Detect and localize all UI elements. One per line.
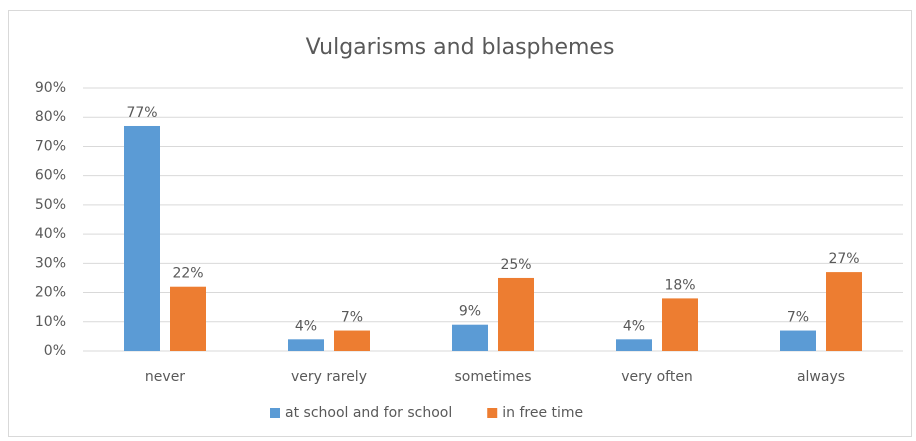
y-tick-label: 20% xyxy=(35,285,66,301)
y-tick-label: 30% xyxy=(35,255,66,271)
bar xyxy=(452,324,488,351)
data-label: 27% xyxy=(828,251,859,267)
data-label: 77% xyxy=(126,105,157,121)
bar xyxy=(498,277,534,351)
data-label: 25% xyxy=(500,257,531,273)
bar xyxy=(170,286,206,351)
y-tick-label: 40% xyxy=(35,226,66,242)
legend-label: at school and for school xyxy=(285,405,452,421)
data-label: 18% xyxy=(664,277,695,293)
legend-swatch xyxy=(270,408,280,418)
x-tick-label: always xyxy=(797,369,845,385)
data-label: 4% xyxy=(623,318,645,334)
data-label: 7% xyxy=(787,310,809,326)
x-tick-label: very often xyxy=(621,369,693,385)
bar xyxy=(662,298,698,351)
data-label: 22% xyxy=(172,266,203,282)
data-label: 9% xyxy=(459,304,481,320)
y-tick-label: 80% xyxy=(35,109,66,125)
x-tick-label: very rarely xyxy=(291,369,367,385)
y-tick-label: 90% xyxy=(35,80,66,96)
legend-label: in free time xyxy=(502,405,583,421)
y-tick-label: 50% xyxy=(35,197,66,213)
y-tick-label: 70% xyxy=(35,138,66,154)
y-tick-label: 10% xyxy=(35,314,66,330)
bar xyxy=(780,330,816,351)
bar xyxy=(124,125,160,351)
data-label: 4% xyxy=(295,318,317,334)
legend-swatch xyxy=(487,408,498,418)
chart-title: Vulgarisms and blasphemes xyxy=(306,35,615,60)
x-tick-label: never xyxy=(145,369,185,385)
data-label: 7% xyxy=(341,310,363,326)
bar xyxy=(616,339,652,351)
bar xyxy=(288,339,324,351)
y-tick-label: 0% xyxy=(44,343,66,359)
bar xyxy=(826,272,862,351)
y-tick-label: 60% xyxy=(35,168,66,184)
x-tick-label: sometimes xyxy=(454,369,531,385)
bar xyxy=(334,330,370,351)
